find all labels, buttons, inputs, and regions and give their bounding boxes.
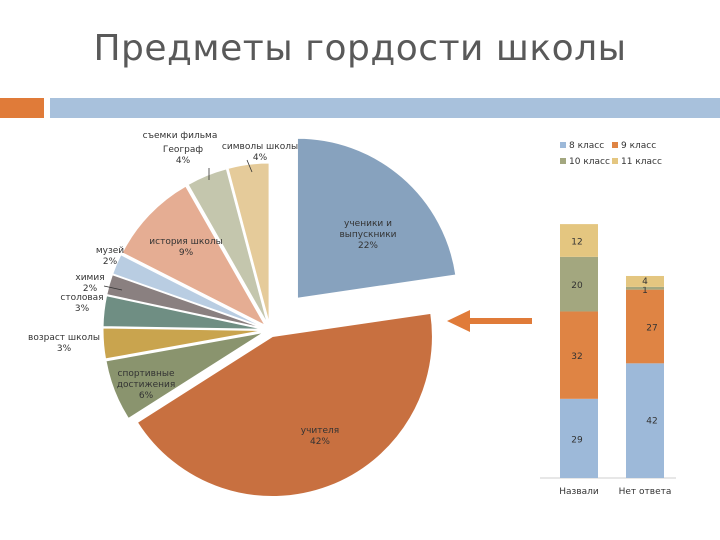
- legend-label-3: 10 класс: [569, 157, 610, 167]
- pie-label-8: история школы 9%: [149, 237, 222, 258]
- bar-segment-1-4: [560, 224, 598, 257]
- annotations: [447, 310, 532, 332]
- pie-slice-1: [296, 137, 457, 299]
- leader-line-symbols: [246, 159, 253, 173]
- legend-swatch-4: [612, 158, 618, 164]
- accent-bar-orange: [0, 98, 44, 118]
- leader-line-chemistry: [103, 285, 123, 291]
- pie-slice-9: [187, 168, 268, 324]
- slide-title: Предметы гордости школы: [93, 28, 627, 69]
- pie-chart: ученики и выпускники 22% учителя 42% спортивн…: [28, 131, 457, 497]
- accent-bar-blue: [50, 98, 720, 118]
- pie-label-3: спортивные достижения 6%: [117, 369, 176, 401]
- pie-slice-5: [102, 295, 264, 330]
- pie-label-5: столовая 3%: [60, 293, 103, 314]
- bar-label-1-2: 32: [571, 352, 582, 362]
- arrow-head: [447, 310, 470, 332]
- bar-label-1-1: 29: [571, 435, 583, 445]
- pie-slice-7: [112, 254, 264, 328]
- pie-slice-6: [106, 274, 264, 329]
- pie-slice-2: [136, 312, 433, 497]
- legend: 8 класс 9 класс 10 класс 11 класс: [560, 141, 662, 167]
- bar-segment-2-3: [626, 286, 664, 290]
- pie-label-2: учителя 42%: [301, 426, 339, 447]
- pie-label-10: символы школы 4%: [222, 142, 298, 163]
- pie-slice-8: [121, 185, 267, 327]
- bar-segment-2-4: [626, 275, 664, 287]
- pie-label-7: музей 2%: [96, 246, 124, 267]
- legend-label-1: 8 класс: [569, 141, 604, 151]
- bar-label-1-3: 20: [571, 281, 583, 291]
- legend-label-2: 9 класс: [621, 141, 656, 151]
- bar-label-2-4: 4: [642, 277, 648, 287]
- bar-label-2-3: 1: [642, 286, 648, 296]
- pie-label-4: возраст школы 3%: [28, 333, 100, 354]
- legend-swatch-2: [612, 142, 618, 148]
- bar-segment-1-1: [560, 398, 598, 478]
- pie-slice-3: [105, 332, 264, 420]
- category-label-2: Нет ответа: [619, 487, 672, 497]
- bar-segment-1-3: [560, 256, 598, 312]
- bar-label-1-4: 12: [571, 237, 582, 247]
- pie-label-1: ученики и выпускники 22%: [339, 219, 396, 251]
- pie-label-10a: съемки фильма: [143, 131, 218, 141]
- bar-segment-2-1: [626, 363, 664, 478]
- stacked-bar-chart: 29 32 20 12 Назвали 42 27 14 Нет ответа 8 класс 9 …: [540, 141, 676, 497]
- pie-label-6: химия 2%: [75, 273, 104, 294]
- pie-slice-4: [102, 327, 264, 360]
- legend-swatch-1: [560, 142, 566, 148]
- bar-segment-2-2: [626, 289, 664, 364]
- bar-label-2-1: 42: [646, 416, 657, 426]
- bar-label-2-2: 27: [646, 323, 657, 333]
- pie-label-9: Географ 4%: [163, 145, 203, 166]
- legend-swatch-3: [560, 158, 566, 164]
- category-label-1: Назвали: [559, 487, 599, 497]
- bar-segment-1-2: [560, 311, 598, 399]
- legend-label-4: 11 класс: [621, 157, 662, 167]
